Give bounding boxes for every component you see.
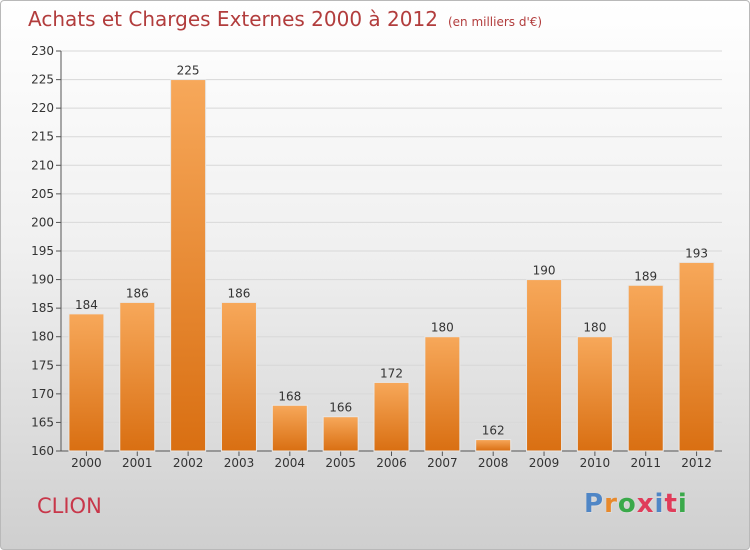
bar-2004 [271,404,308,452]
value-label-2002: 225 [177,64,200,78]
value-label-2011: 189 [634,269,657,283]
x-tick-label-2008: 2008 [478,456,509,470]
x-tick-label-2006: 2006 [376,456,407,470]
logo-letter: i [677,489,688,519]
value-label-2007: 180 [431,321,454,335]
bar-2011 [627,284,664,452]
y-tick-label: 200 [31,215,54,229]
value-label-2012: 193 [685,246,708,260]
bar-2000 [68,313,105,452]
bar-2008 [475,439,512,452]
unit-label: (en milliers d'€) [447,15,543,29]
y-tick-label: 230 [31,44,54,58]
y-tick-label: 190 [31,273,54,287]
value-label-2009: 190 [533,264,556,278]
x-tick-label-2012: 2012 [681,456,712,470]
y-tick-label: 185 [31,301,54,315]
value-label-2003: 186 [228,286,251,300]
bar-2010 [576,336,613,452]
value-label-2001: 186 [126,286,149,300]
value-label-2010: 180 [583,321,606,335]
y-tick-label: 220 [31,101,54,115]
axes: 160 165 170 175 180 185 190 195 200 205 210 215 220 2… [31,44,722,470]
logo-letter: P [584,489,605,519]
data-labels: 184 186 225 186 168 166 172 180 162 190 180 189 193 [75,64,708,438]
logo-letter: r [604,489,618,519]
x-tick-label-2005: 2005 [325,456,356,470]
bar-2007 [424,336,461,452]
bar-2001 [119,301,156,452]
y-tick-label: 195 [31,244,54,258]
bar-2003 [220,301,257,452]
x-tick-label-2011: 2011 [630,456,661,470]
bar-2012 [678,261,715,452]
y-tick-label: 160 [31,444,54,458]
y-tick-label: 175 [31,358,54,372]
commune-name: CLION [37,494,102,518]
y-tick-label: 210 [31,158,54,172]
logo-letter: i [654,489,665,519]
bars [68,79,715,452]
y-tick-label: 225 [31,73,54,87]
y-tick-label: 205 [31,187,54,201]
x-tick-label-2004: 2004 [275,456,306,470]
chart-title: Achats et Charges Externes 2000 à 2012 (e… [28,7,542,31]
y-tick-label: 215 [31,130,54,144]
x-tick-label-2002: 2002 [173,456,204,470]
bar-2005 [322,416,359,452]
proxiti-logo: Proxiti [584,489,688,519]
value-label-2005: 166 [329,401,352,415]
x-tick-label-2003: 2003 [224,456,255,470]
x-tick-label-2009: 2009 [529,456,560,470]
x-tick-label-2001: 2001 [122,456,153,470]
value-label-2006: 172 [380,366,403,380]
title-text: Achats et Charges Externes 2000 à 2012 [28,7,438,31]
bar-2006 [373,381,410,452]
x-tick-label-2010: 2010 [580,456,611,470]
x-tick-label-2007: 2007 [427,456,458,470]
y-tick-label: 165 [31,415,54,429]
bar-2002 [170,79,207,452]
y-tick-label: 170 [31,387,54,401]
logo-letter: t [664,489,678,519]
x-tick-label-2000: 2000 [71,456,102,470]
logo-letter: o [617,489,637,519]
value-label-2000: 184 [75,298,98,312]
y-tick-label: 180 [31,330,54,344]
bar-2009 [526,279,563,452]
logo-letter: x [636,489,655,519]
value-label-2008: 162 [482,424,505,438]
value-label-2004: 168 [278,389,301,403]
